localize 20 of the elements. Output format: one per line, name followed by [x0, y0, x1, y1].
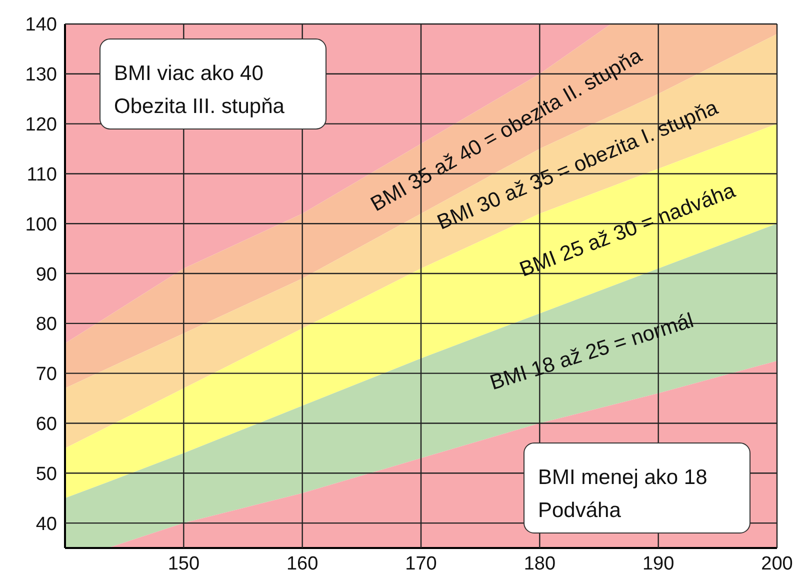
y-tick-label: 130 [25, 64, 57, 86]
series-label: BMI 18 až 25 = normál [487, 309, 696, 395]
y-tick-label: 120 [25, 114, 57, 136]
x-tick-label: 150 [168, 553, 200, 574]
y-tick-label: 110 [26, 164, 57, 186]
x-tick-label: 200 [761, 553, 793, 574]
y-tick-label: 90 [36, 264, 57, 286]
y-tick-label: 140 [25, 14, 57, 36]
y-tick-label: 40 [36, 514, 57, 535]
annotation: BMI menej ako 18 Podváha [538, 466, 708, 522]
x-tick-label: 180 [524, 553, 556, 574]
x-tick-label: 170 [405, 553, 437, 574]
y-tick-label: 100 [25, 214, 57, 236]
annotation: BMI viac ako 40 Obezita III. stupňa [114, 62, 285, 118]
y-tick-label: 60 [36, 414, 57, 435]
y-tick-label: 80 [36, 314, 57, 336]
y-tick-label: 70 [36, 364, 57, 386]
y-tick-label: 50 [36, 464, 57, 485]
x-tick-label: 190 [642, 553, 674, 574]
x-tick-label: 160 [286, 553, 318, 574]
